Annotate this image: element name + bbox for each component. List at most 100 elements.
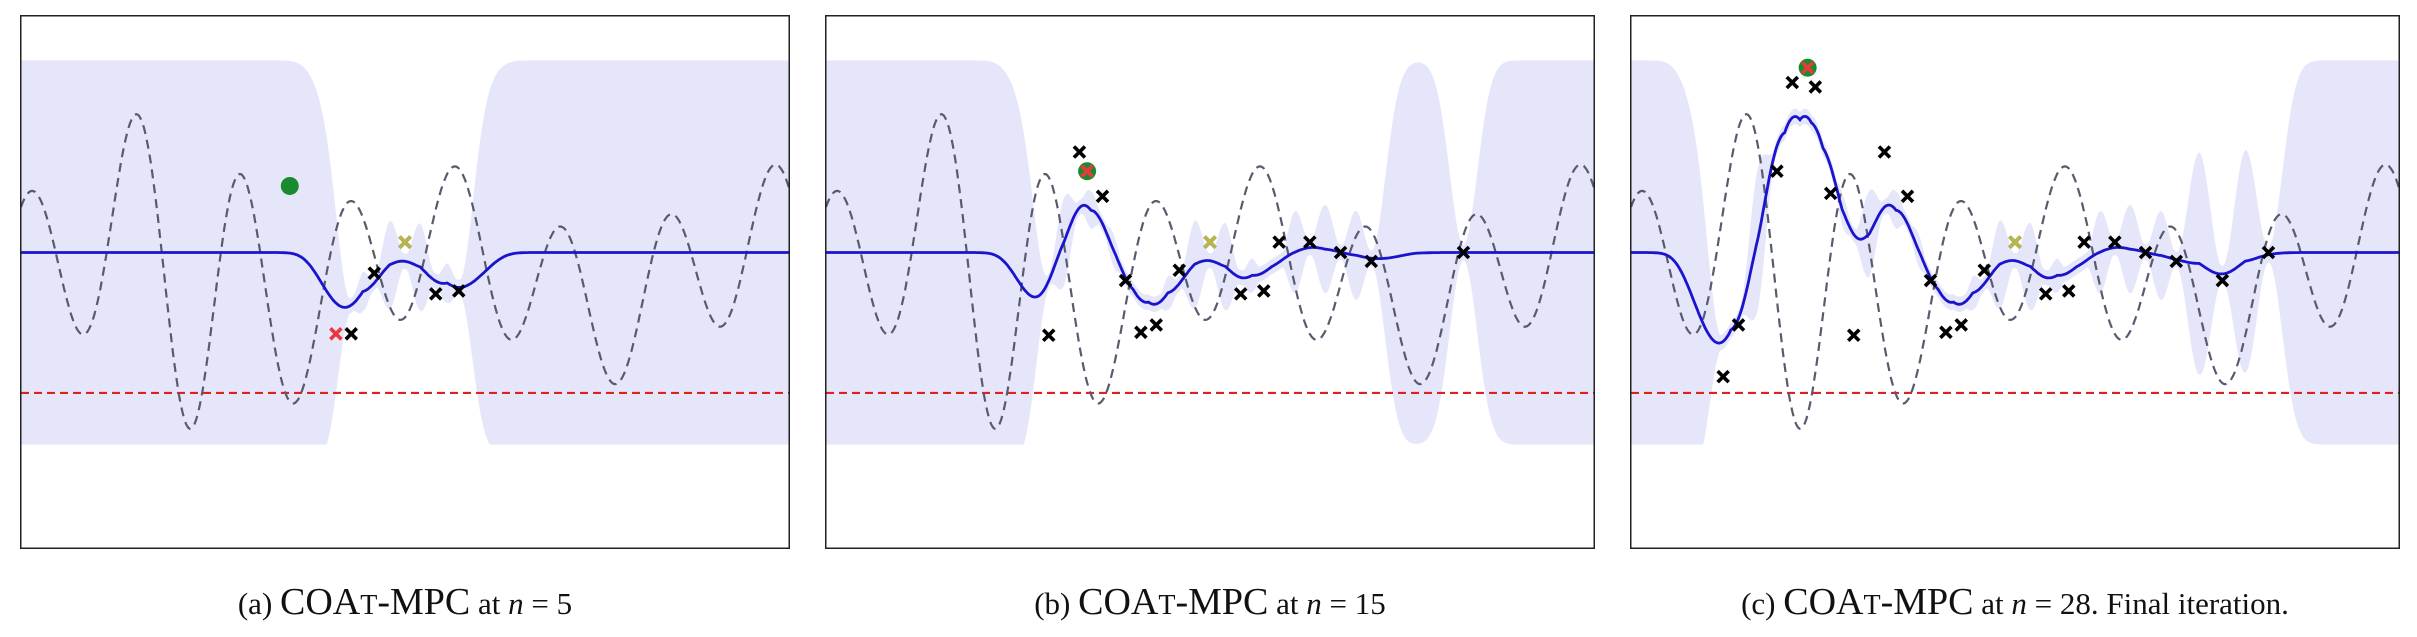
sample-point — [1041, 328, 1056, 343]
chart-a — [20, 15, 790, 549]
sample-point — [367, 266, 382, 280]
caption-method: COA — [280, 581, 361, 623]
confidence-band — [21, 60, 789, 445]
caption-method-suffix: -MPC — [1880, 581, 1974, 623]
sample-point — [1770, 164, 1784, 178]
plot-area — [826, 60, 1594, 543]
caption-method: COA — [1078, 581, 1159, 623]
safe-set-bar-green — [1018, 531, 1402, 543]
sample-point — [1272, 235, 1286, 249]
sample-point — [1072, 145, 1087, 159]
sample-point — [1877, 145, 1892, 159]
caption-at: at — [478, 586, 501, 621]
caption-prefix: (b) — [1034, 586, 1071, 621]
sample-point — [1939, 325, 1953, 340]
caption-suffix: . Final iteration. — [2090, 586, 2289, 621]
caption-method-suffix: -MPC — [1175, 581, 1269, 623]
sample-point — [1716, 369, 1730, 384]
sample-point — [2108, 235, 2122, 249]
plot-frame — [20, 15, 790, 549]
sample-point — [2138, 245, 2153, 260]
caption-at: at — [1981, 586, 2004, 621]
caption-n: 15 — [1354, 586, 1386, 621]
sample-point — [1256, 284, 1271, 298]
caption-method-suffix: -MPC — [377, 581, 471, 623]
sample-point — [428, 287, 443, 301]
sample-point — [1303, 235, 1317, 249]
sample-point — [2061, 284, 2076, 298]
sample-point — [1900, 189, 1915, 204]
safe-set-bar-green — [1715, 531, 2207, 543]
caption-eq: = — [531, 586, 549, 621]
plot-area — [1631, 58, 2399, 543]
ground-truth-curve — [1631, 113, 2399, 430]
optimum-estimate-marker — [280, 176, 299, 195]
caption-a: (a) COAT-MPC at n = 5 — [20, 580, 790, 624]
panel-b — [825, 15, 1595, 549]
sample-point — [1456, 245, 1471, 260]
sample-point — [1977, 263, 1992, 278]
caption-var: n — [508, 586, 524, 621]
sample-point — [2038, 287, 2053, 301]
next-query-marker — [329, 327, 343, 341]
sample-point — [1118, 273, 1133, 288]
current-best-marker — [2008, 235, 2022, 249]
sample-point — [451, 284, 466, 298]
safe-set-bar-orange — [1692, 519, 2268, 531]
sample-point — [1233, 287, 1248, 301]
sample-point — [1333, 245, 1348, 260]
caption-n: 28 — [2059, 586, 2091, 621]
panel-c — [1630, 15, 2400, 549]
caption-at: at — [1276, 586, 1299, 621]
sample-point — [1954, 318, 1969, 332]
caption-prefix: (a) — [237, 586, 273, 621]
safe-set-bar-green — [328, 531, 482, 543]
sample-point — [2215, 273, 2230, 288]
posterior-mean-curve — [826, 203, 1594, 306]
sample-point — [1149, 318, 1164, 332]
sample-point — [2169, 254, 2184, 269]
caption-prefix: (c) — [1741, 586, 1776, 621]
sample-point — [1364, 254, 1379, 269]
sample-point — [2261, 245, 2276, 260]
caption-method: COA — [1783, 581, 1864, 623]
confidence-band — [826, 60, 1594, 445]
caption-method-smallcap: T — [1158, 590, 1176, 621]
chart-c — [1630, 15, 2400, 549]
safe-set-bar-orange — [282, 519, 489, 531]
current-best-marker — [398, 235, 412, 249]
sample-point — [1172, 263, 1187, 278]
panel-a — [20, 15, 790, 549]
sample-point — [1134, 325, 1148, 340]
sample-point — [1846, 328, 1861, 343]
ground-truth-curve — [826, 113, 1594, 430]
ground-truth-curve — [21, 113, 789, 430]
caption-eq: = — [1329, 586, 1348, 621]
safe-set-bar-orange — [964, 519, 1471, 531]
posterior-mean-curve — [21, 251, 789, 309]
sample-point — [2077, 235, 2091, 249]
plot-frame — [1630, 15, 2400, 549]
caption-eq: = — [2034, 586, 2053, 621]
caption-var: n — [1306, 586, 1322, 621]
sample-point — [1785, 75, 1800, 90]
sample-point — [1923, 273, 1938, 288]
sample-point — [1095, 189, 1110, 204]
chart-b — [825, 15, 1595, 549]
sample-point — [1731, 318, 1746, 332]
next-query-marker — [1800, 60, 1815, 75]
caption-method-smallcap: T — [1863, 590, 1881, 621]
confidence-band — [1631, 60, 2399, 445]
caption-c: (c) COAT-MPC at n = 28. Final iteration. — [1630, 580, 2400, 624]
caption-b: (b) COAT-MPC at n = 15 — [825, 580, 1595, 624]
caption-var: n — [2011, 586, 2027, 621]
current-best-marker — [1203, 235, 1217, 249]
sample-point — [344, 327, 359, 341]
sample-point — [1823, 186, 1838, 201]
plot-frame — [825, 15, 1595, 549]
plot-area — [21, 60, 789, 543]
next-query-marker — [1080, 164, 1094, 178]
caption-method-smallcap: T — [360, 590, 378, 621]
sample-point — [1808, 80, 1823, 94]
caption-n: 5 — [556, 586, 573, 621]
